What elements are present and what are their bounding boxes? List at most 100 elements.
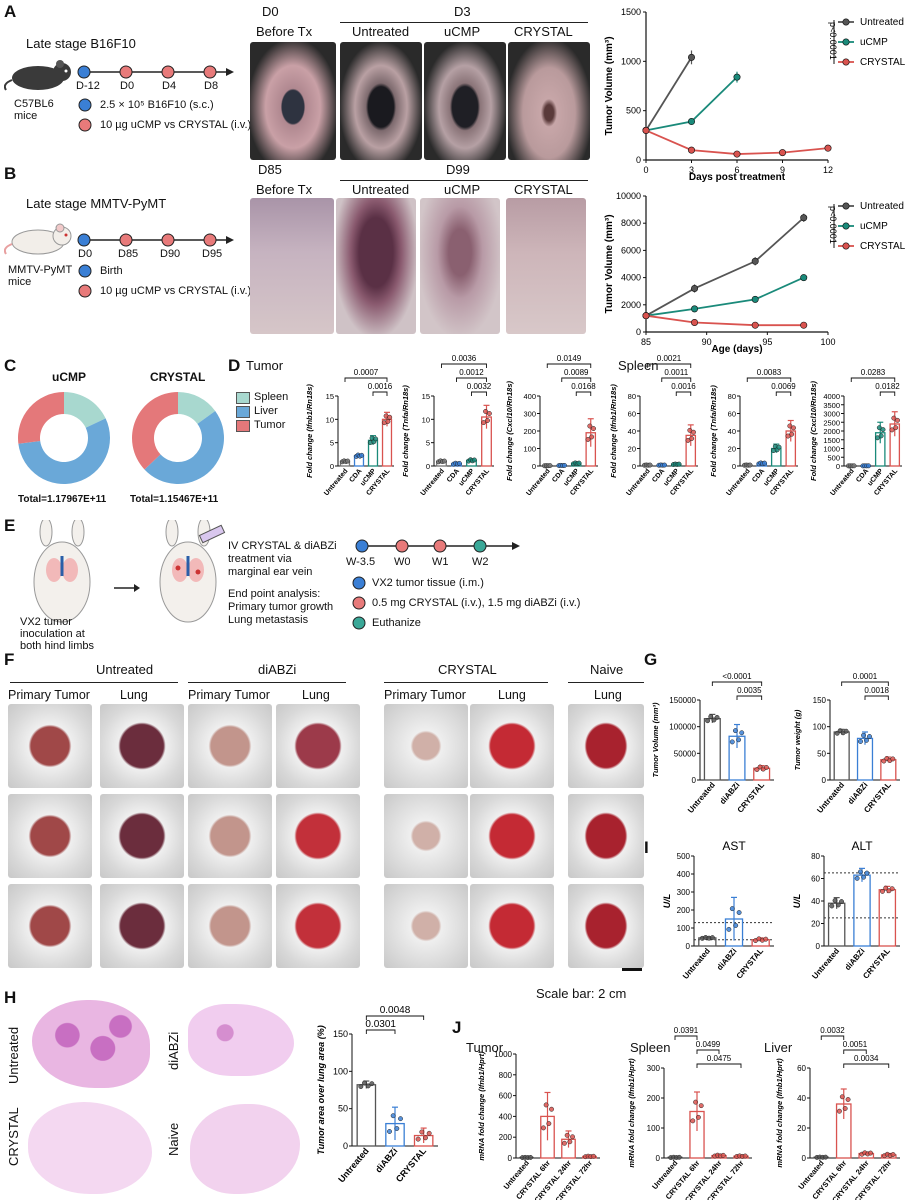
y-tick-label: 5 [330, 439, 334, 448]
y-tick-label: 100 [647, 1124, 661, 1133]
timeline-b-label: D85 [118, 248, 139, 260]
group-label: CRYSTAL [514, 24, 573, 39]
legend-marker [842, 242, 850, 250]
series-line [645, 129, 829, 155]
panel-a-title: Late stage B16F10 [26, 36, 136, 51]
data-point [691, 305, 699, 313]
divider [10, 682, 178, 683]
x-tick-label: 0 [643, 165, 648, 175]
x-tick-label: 3 [689, 165, 694, 175]
organ-label: Spleen [630, 1040, 671, 1055]
mouse-icon [4, 223, 72, 255]
data-point [729, 739, 735, 745]
panel-label-a: A [4, 2, 17, 21]
legend-label: Spleen [254, 391, 289, 403]
data-point [866, 463, 871, 469]
x-category-label: diABZi [715, 947, 738, 973]
panel-label-j: J [452, 1018, 462, 1037]
x-category-label: Untreated [829, 468, 855, 498]
legend-a-item: 10 µg uCMP vs CRYSTAL (i.v.) [100, 119, 252, 131]
panel-label-h: H [4, 988, 17, 1007]
data-point [345, 458, 351, 464]
y-tick-label: 200 [523, 427, 536, 436]
data-point [880, 427, 886, 433]
x-category-label: CRYSTAL [861, 946, 892, 980]
significance-bracket [696, 1063, 742, 1068]
significance-bracket [441, 363, 487, 368]
legend-a-item: 2.5 × 10⁵ B16F10 (s.c.) [100, 99, 214, 111]
y-tick-label: 300 [523, 410, 536, 419]
data-point [889, 886, 895, 892]
data-point [835, 902, 841, 908]
data-point [688, 118, 696, 126]
y-tick-label: 60 [811, 875, 820, 884]
x-tick-label: 95 [762, 337, 772, 347]
legend-label: Untreated [860, 17, 904, 28]
day-label: D3 [454, 4, 471, 19]
legend-b-item: Birth [100, 265, 123, 277]
p-value-label: 0.0007 [354, 368, 379, 377]
data-point [570, 1134, 575, 1140]
significance-bracket [820, 1035, 845, 1040]
y-tick-label: 0 [656, 1154, 661, 1163]
timeline-a [77, 65, 234, 79]
panel-label-f: F [4, 650, 15, 669]
timeline-e-label: W2 [472, 556, 489, 568]
p-value-label: 0.0149 [557, 354, 582, 363]
y-tick-label: 80 [728, 392, 736, 401]
data-point [543, 1102, 549, 1108]
histology-image [32, 1000, 150, 1088]
data-point [754, 767, 760, 772]
data-point [691, 429, 696, 435]
bar [853, 874, 871, 947]
data-point [483, 408, 488, 414]
legend-marker [842, 202, 850, 210]
legend-label: uCMP [860, 221, 888, 232]
pie-slice [64, 392, 106, 428]
x-axis-label: Days post treatment [689, 172, 786, 182]
data-point [387, 414, 393, 420]
mouse-photo [336, 198, 416, 334]
column-label: Lung [498, 688, 526, 702]
y-tick-label: 1500 [621, 7, 641, 17]
data-point [895, 417, 900, 423]
y-tick-label: 500 [827, 453, 840, 462]
p-value-label: 0.0011 [664, 368, 688, 377]
x-category-label: Untreated [525, 468, 551, 498]
before-tx-label: Before Tx [256, 182, 313, 197]
p-value-label: 0.0001 [853, 672, 878, 681]
y-tick-label: 150 [813, 696, 827, 705]
y-tick-label: 0 [426, 462, 430, 471]
y-tick-label: 600 [499, 1092, 513, 1101]
p-value-label: 0.0016 [671, 382, 696, 391]
mouse-strain-b: MMTV-PyMT mice [8, 264, 73, 288]
x-category-label: Untreated [681, 946, 712, 980]
y-tick-label: 6000 [621, 245, 641, 255]
data-point [591, 1153, 596, 1159]
legend-dots-b [78, 264, 92, 298]
y-tick-label: 8000 [621, 218, 641, 228]
data-point [546, 1121, 552, 1127]
data-point [800, 214, 808, 222]
group-label: Untreated [352, 24, 410, 39]
mouse-photo [506, 198, 586, 334]
significance-bracket [561, 377, 592, 382]
specimen-photo [100, 704, 184, 788]
y-tick-label: 500 [677, 852, 691, 861]
column-label: Lung [120, 688, 148, 702]
y-axis-label: Fold change (Cxcl10/Rn18s) [809, 380, 818, 481]
day-label: D99 [446, 162, 470, 177]
divider [568, 682, 644, 683]
data-point [751, 321, 759, 329]
p-value-label: 0.0018 [864, 686, 889, 695]
timeline-a-label: D8 [204, 80, 219, 92]
scale-bar [622, 968, 642, 971]
y-axis-label: U/L [662, 894, 672, 909]
significance-bracket [575, 391, 592, 396]
mouse-photo [250, 198, 334, 334]
y-axis-label: Fold change (Tnfa/Rn18s) [709, 385, 718, 477]
data-point [763, 765, 769, 770]
data-point [567, 1139, 573, 1145]
y-tick-label: 10000 [616, 191, 641, 201]
significance-bracket [365, 1015, 425, 1020]
